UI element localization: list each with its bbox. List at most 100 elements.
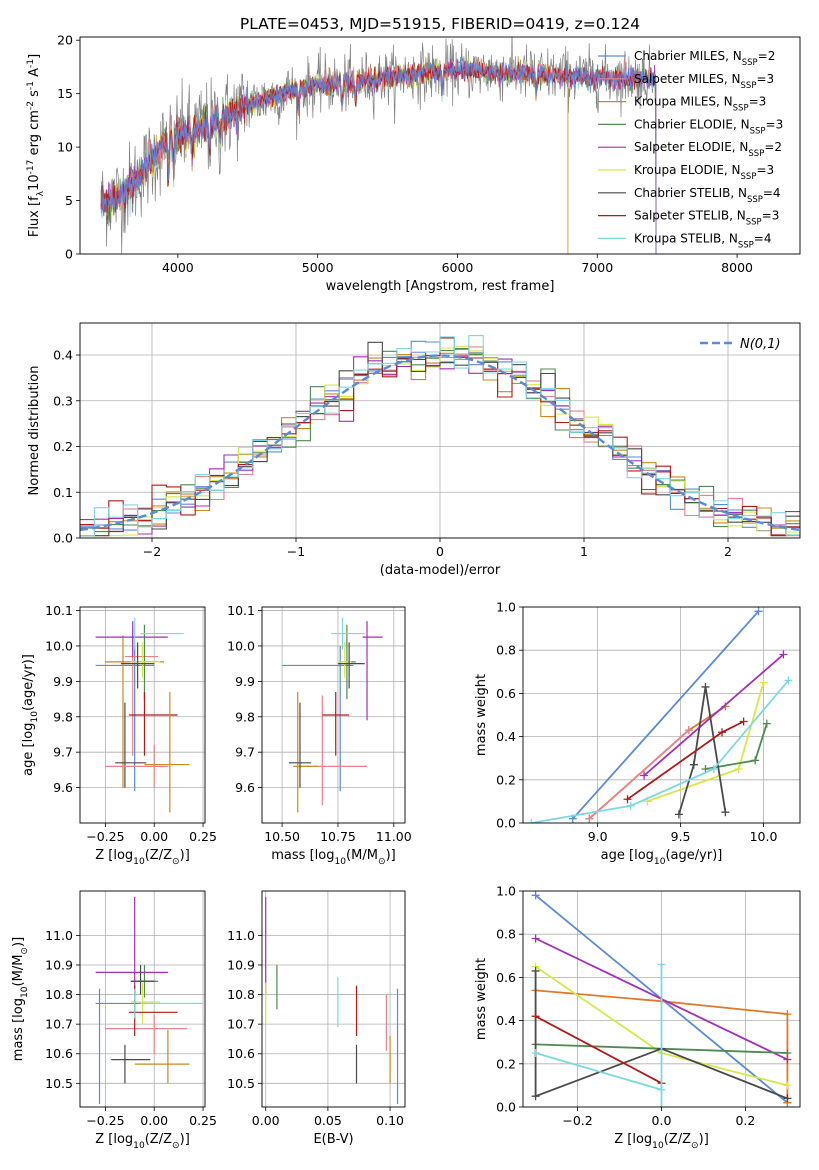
y-tick-label: 10.0 <box>227 638 255 653</box>
y-tick-label: 9.7 <box>235 745 255 760</box>
weight-line <box>588 729 690 820</box>
plot-area <box>262 607 405 823</box>
y-tick-label: 9.8 <box>53 709 73 724</box>
weight-marker <box>623 795 632 804</box>
panel-age_vs_mass: 10.50 10.75 11.00 9.6 9.7 9.8 9.9 10.0 10.1 mass … <box>227 603 412 867</box>
y-tick-label: 5 <box>65 193 73 208</box>
spectrum-model <box>100 56 657 254</box>
weight-marker <box>739 717 748 726</box>
legend-entry: N(0,1) <box>740 337 781 352</box>
weight-marker <box>754 607 763 616</box>
y-tick-label: 10 <box>57 140 73 155</box>
y-tick-label: 0.2 <box>53 439 73 454</box>
weight-marker <box>531 1092 540 1101</box>
panel-mass_vs_ebv: 0.00 0.05 0.10 10.5 10.6 10.7 10.8 10.9 11.0 E(B-… <box>227 890 406 1147</box>
y-tick-label: 0.2 <box>496 772 516 787</box>
x-tick-label: 0.25 <box>189 1113 217 1128</box>
x-tick-label: 4000 <box>162 260 194 275</box>
x-axis-label: Z [log10(Z/Z⊙)] <box>614 1132 709 1151</box>
legend-entry: Kroupa MILES, NSSP=3 <box>634 95 766 114</box>
y-axis-label: mass weight <box>474 674 489 756</box>
weight-line <box>535 964 663 1107</box>
y-tick-label: 9.8 <box>235 709 255 724</box>
weight-marker <box>734 765 743 773</box>
weight-marker <box>585 814 594 823</box>
spectrum-data <box>100 37 657 254</box>
y-tick-label: 10.1 <box>227 603 255 618</box>
axes-frame <box>79 606 206 824</box>
panel-spectrum: 4000 5000 6000 7000 8000 0 5 10 15 20 wavelength [… <box>26 33 801 294</box>
x-axis-label: Z [log10(Z/Z⊙)] <box>95 848 190 867</box>
y-tick-label: 0.0 <box>496 816 516 831</box>
panel-age_vs_Z: −0.25 0.00 0.25 9.6 9.7 9.8 9.9 10.0 10.1 Z [log1… <box>21 603 217 867</box>
x-axis-label: age [log10(age/yr)] <box>601 848 723 867</box>
y-tick-label: 0.4 <box>496 729 516 744</box>
y-tick-label: 9.9 <box>53 674 73 689</box>
weight-marker <box>626 801 635 810</box>
axes-frame <box>522 890 801 1108</box>
y-axis-label: mass weight <box>474 958 489 1040</box>
x-axis-label: (data-model)/error <box>380 563 501 578</box>
x-tick-label: 8000 <box>721 260 753 275</box>
x-tick-label: −0.2 <box>562 1113 592 1128</box>
y-axis-label: age [log10(age/yr)] <box>21 654 40 776</box>
y-tick-label: 9.6 <box>53 780 73 795</box>
y-tick-label: 0.2 <box>496 1056 516 1071</box>
y-tick-label: 0.4 <box>53 348 73 363</box>
plot-area <box>523 607 800 823</box>
weight-marker <box>762 719 771 728</box>
weight-marker <box>689 760 698 769</box>
x-tick-label: 0.25 <box>189 829 217 844</box>
spectrum-model <box>100 61 657 254</box>
plot-area <box>80 891 205 1107</box>
x-axis-label: mass [log10(M/M⊙)] <box>271 848 395 867</box>
y-tick-label: 9.9 <box>235 674 255 689</box>
panel-weight_vs_Z: −0.2 0.0 0.2 0.0 0.2 0.4 0.6 0.8 1.0 Z [log10(Z/Z… <box>474 884 801 1151</box>
weight-marker <box>783 1094 792 1103</box>
weight-marker <box>701 682 710 691</box>
x-tick-label: 10.50 <box>264 829 300 844</box>
x-tick-label: 6000 <box>442 260 474 275</box>
y-tick-label: 10.8 <box>227 987 255 1002</box>
weight-marker <box>674 810 683 819</box>
y-tick-label: 1.0 <box>496 884 516 899</box>
x-tick-label: 2 <box>724 544 732 559</box>
y-tick-label: 0.6 <box>496 970 516 985</box>
plot-area <box>80 323 800 538</box>
weight-marker <box>531 891 540 900</box>
x-tick-label: 0.05 <box>314 1113 342 1128</box>
y-tick-label: 0.6 <box>496 686 516 701</box>
weight-marker <box>531 966 540 975</box>
x-tick-label: 5000 <box>302 260 334 275</box>
weight-marker <box>751 756 760 765</box>
weight-marker <box>531 1049 540 1057</box>
weight-marker <box>783 1049 792 1057</box>
y-tick-label: 0.1 <box>53 485 73 500</box>
axes-frame <box>79 322 801 539</box>
y-tick-label: 10.7 <box>45 1017 73 1032</box>
plot-area <box>523 891 800 1107</box>
weight-marker <box>531 934 540 943</box>
x-tick-label: 9.0 <box>588 829 608 844</box>
weight-marker <box>759 678 768 687</box>
weight-line <box>572 610 760 820</box>
y-tick-label: 10.8 <box>45 987 73 1002</box>
x-tick-label: −2 <box>143 544 161 559</box>
y-tick-label: 0.0 <box>496 1100 516 1115</box>
y-tick-label: 10.6 <box>45 1046 73 1061</box>
y-tick-label: 0.8 <box>496 643 516 658</box>
y-tick-label: 0.3 <box>53 393 73 408</box>
y-tick-label: 10.9 <box>45 957 73 972</box>
y-tick-label: 10.1 <box>45 603 73 618</box>
panel-weight_vs_age: 9.0 9.5 10.0 0.0 0.2 0.4 0.6 0.8 1.0 age [log10(a… <box>474 600 801 867</box>
y-tick-label: 10.6 <box>227 1046 255 1061</box>
x-tick-label: 0.00 <box>140 1113 168 1128</box>
weight-marker <box>783 1081 792 1090</box>
y-tick-label: 0 <box>65 247 73 262</box>
plot-area <box>100 37 657 254</box>
legend-entry: Chabrier MILES, NSSP=2 <box>634 49 775 68</box>
x-tick-label: 0.0 <box>652 1113 672 1128</box>
weight-marker <box>784 676 793 685</box>
